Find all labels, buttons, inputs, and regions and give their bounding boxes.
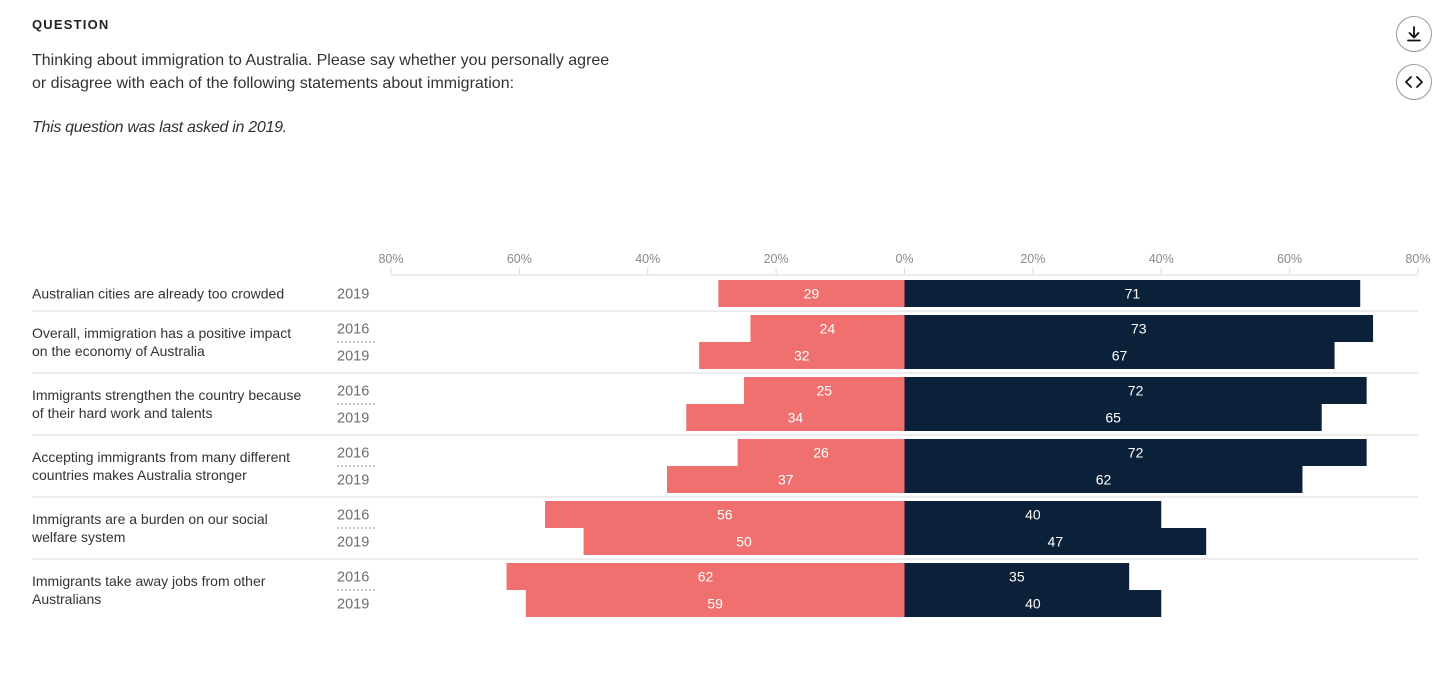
statement-label: Australians xyxy=(32,591,101,607)
left-value-label: 34 xyxy=(788,410,804,426)
last-asked-note: This question was last asked in 2019. xyxy=(32,119,287,136)
right-bar xyxy=(904,342,1335,369)
right-value-label: 62 xyxy=(1096,472,1112,488)
year-label: 2019 xyxy=(337,287,369,303)
year-label: 2016 xyxy=(337,384,369,400)
right-bar xyxy=(904,439,1367,466)
left-value-label: 56 xyxy=(717,507,733,523)
left-bar xyxy=(750,315,905,342)
axis-tick-label: 80% xyxy=(1405,252,1430,266)
left-value-label: 62 xyxy=(698,569,714,585)
year-label: 2019 xyxy=(337,535,369,551)
axis-tick-label: 40% xyxy=(635,252,660,266)
axis-tick-label: 0% xyxy=(895,252,913,266)
left-bar xyxy=(583,528,905,555)
year-label: 2016 xyxy=(337,446,369,462)
right-value-label: 72 xyxy=(1128,383,1144,399)
statement-label: Accepting immigrants from many different xyxy=(32,449,290,465)
right-bar xyxy=(904,466,1303,493)
statement-label: Immigrants are a burden on our social xyxy=(32,511,268,527)
left-bar xyxy=(545,501,905,528)
left-value-label: 26 xyxy=(813,445,829,461)
right-value-label: 40 xyxy=(1025,507,1041,523)
left-bar xyxy=(667,466,905,493)
right-bar xyxy=(904,563,1130,590)
question-line-1: Thinking about immigration to Australia.… xyxy=(32,52,610,69)
right-bar xyxy=(904,501,1162,528)
right-bar xyxy=(904,404,1322,431)
question-line-2: or disagree with each of the following s… xyxy=(32,75,515,92)
left-bar xyxy=(525,590,905,617)
right-value-label: 72 xyxy=(1128,445,1144,461)
left-bar xyxy=(686,404,905,431)
axis-tick-label: 60% xyxy=(1277,252,1302,266)
year-label: 2016 xyxy=(337,570,369,586)
axis-tick-label: 20% xyxy=(1020,252,1045,266)
year-label: 2019 xyxy=(337,349,369,365)
right-value-label: 71 xyxy=(1125,286,1141,302)
left-bar xyxy=(718,280,905,307)
statement-label: Immigrants take away jobs from other xyxy=(32,573,266,589)
statement-label: welfare system xyxy=(31,529,125,545)
right-value-label: 35 xyxy=(1009,569,1025,585)
section-eyebrow: QUESTION xyxy=(32,17,110,32)
left-value-label: 37 xyxy=(778,472,794,488)
left-value-label: 29 xyxy=(804,286,820,302)
statement-label: of their hard work and talents xyxy=(32,405,213,421)
right-value-label: 40 xyxy=(1025,596,1041,612)
year-label: 2019 xyxy=(337,411,369,427)
right-bar xyxy=(904,590,1162,617)
left-value-label: 50 xyxy=(736,534,752,550)
right-value-label: 73 xyxy=(1131,321,1147,337)
left-value-label: 32 xyxy=(794,348,810,364)
right-value-label: 67 xyxy=(1112,348,1128,364)
year-label: 2019 xyxy=(337,597,369,613)
right-bar xyxy=(904,528,1207,555)
left-value-label: 24 xyxy=(820,321,836,337)
axis-tick-label: 60% xyxy=(507,252,532,266)
embed-button[interactable] xyxy=(1396,64,1432,100)
year-label: 2019 xyxy=(337,473,369,489)
statement-label: Immigrants strengthen the country becaus… xyxy=(32,387,301,403)
right-value-label: 47 xyxy=(1048,534,1064,550)
left-value-label: 59 xyxy=(707,596,723,612)
statement-label: on the economy of Australia xyxy=(32,343,205,359)
code-icon xyxy=(1405,76,1423,88)
axis-tick-label: 40% xyxy=(1149,252,1174,266)
statement-label: Overall, immigration has a positive impa… xyxy=(32,325,291,341)
right-value-label: 65 xyxy=(1105,410,1121,426)
axis-tick-label: 80% xyxy=(378,252,403,266)
statement-label: Australian cities are already too crowde… xyxy=(32,286,284,302)
right-bar xyxy=(904,377,1367,404)
download-button[interactable] xyxy=(1396,16,1432,52)
left-bar xyxy=(737,439,905,466)
question-text: Thinking about immigration to Australia.… xyxy=(32,49,652,95)
left-bar xyxy=(744,377,905,404)
left-bar xyxy=(506,563,905,590)
right-bar xyxy=(904,315,1374,342)
download-icon xyxy=(1407,26,1421,42)
axis-tick-label: 20% xyxy=(764,252,789,266)
left-bar xyxy=(699,342,905,369)
statement-label: countries makes Australia stronger xyxy=(32,467,247,483)
year-label: 2016 xyxy=(337,322,369,338)
left-value-label: 25 xyxy=(816,383,832,399)
year-label: 2016 xyxy=(337,508,369,524)
right-bar xyxy=(904,280,1361,307)
